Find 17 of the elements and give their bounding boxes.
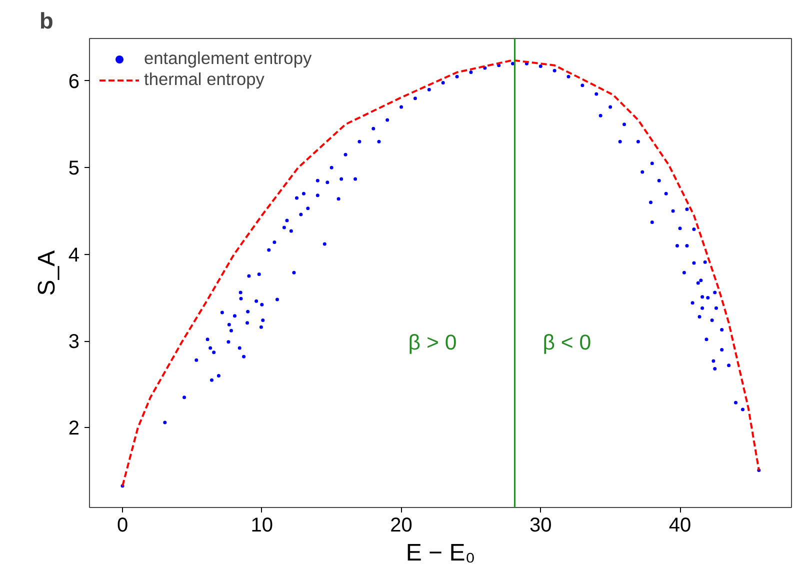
x-tick-label: 10 — [250, 514, 274, 536]
annotation: β < 0 — [542, 330, 592, 354]
y-tick-label: 4 — [68, 244, 80, 266]
y-tick-label: 2 — [68, 418, 80, 440]
chart-title: b — [40, 8, 54, 34]
y-tick-label: 5 — [68, 158, 80, 180]
x-axis-title: E − E₀ — [406, 540, 476, 566]
annotation: β > 0 — [408, 330, 457, 354]
x-tick-label: 0 — [116, 514, 128, 536]
x-tick-label: 20 — [390, 514, 412, 536]
legend-label: thermal entropy — [144, 69, 264, 90]
y-tick-label: 3 — [68, 331, 80, 354]
x-tick-label: 40 — [668, 514, 692, 536]
y-tick-label: 6 — [68, 70, 80, 93]
legend-label: entanglement entropy — [144, 48, 312, 69]
y-axis-title: S_A — [33, 250, 60, 296]
x-tick-label: 30 — [530, 514, 552, 536]
